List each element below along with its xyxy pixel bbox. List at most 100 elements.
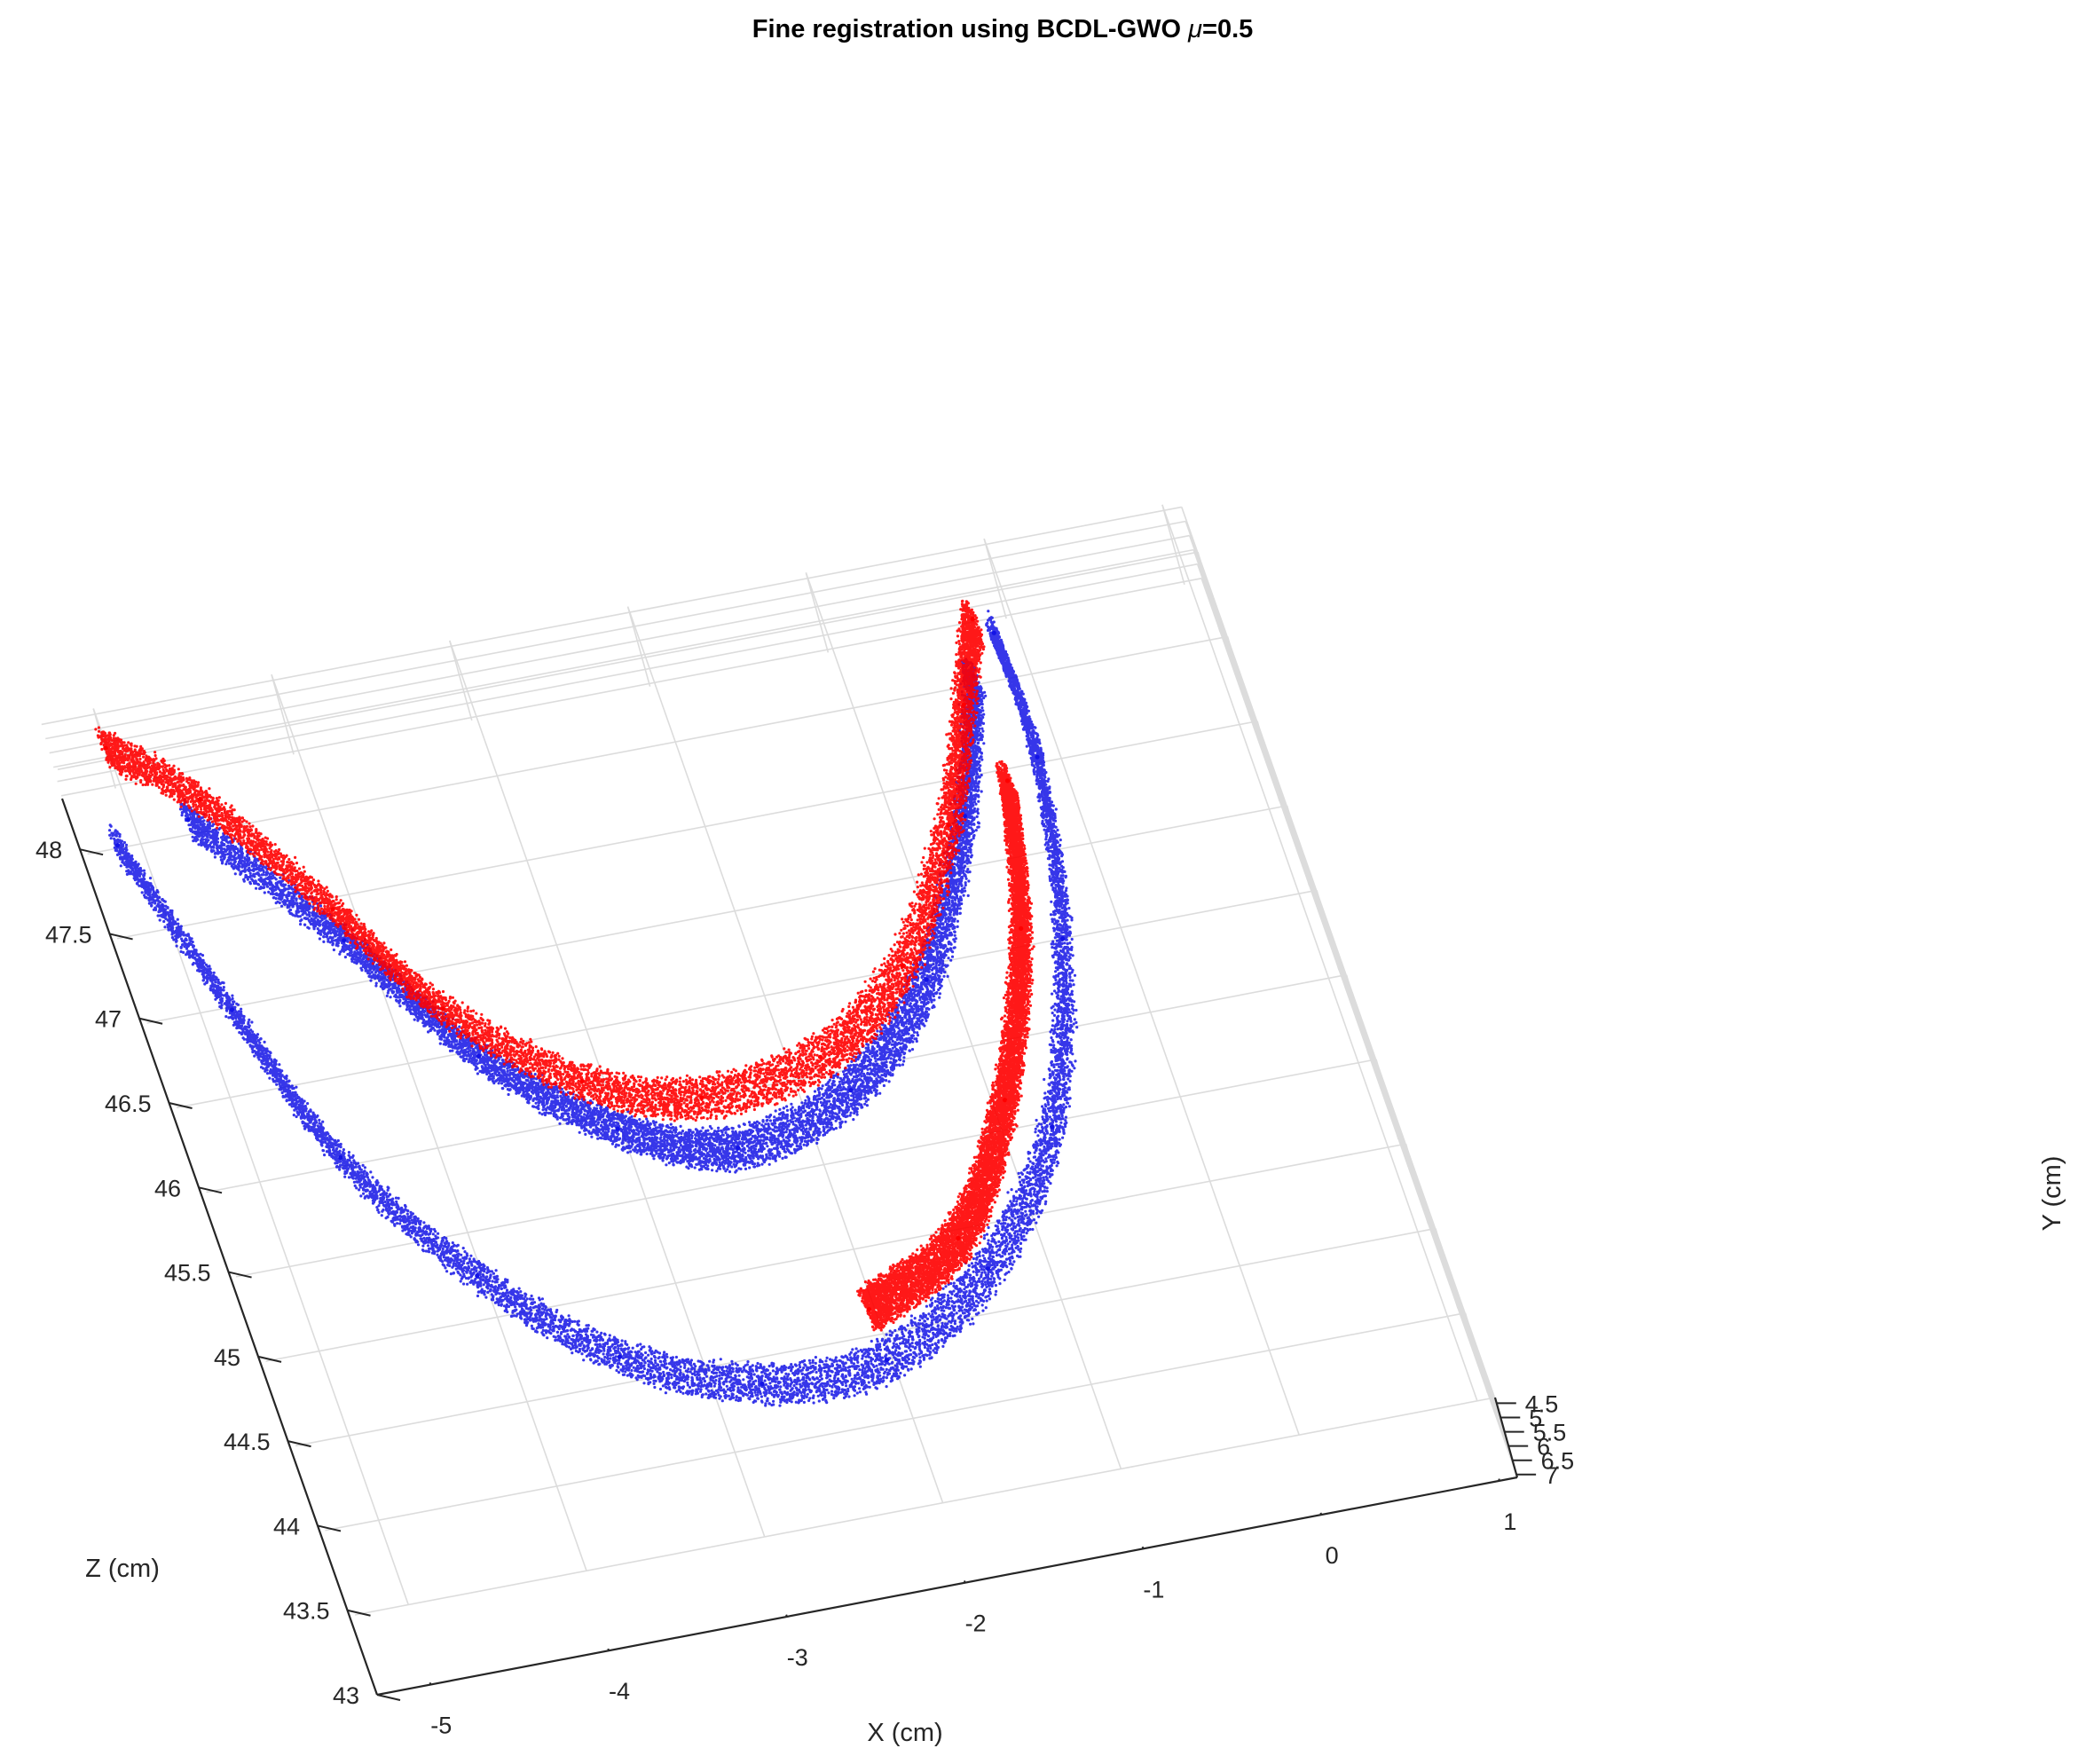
cloud-dot <box>375 1183 379 1186</box>
cloud-dot <box>878 1348 883 1351</box>
cloud-dot <box>421 1244 425 1248</box>
cloud-dot <box>790 1400 793 1404</box>
cloud-dot <box>407 1220 411 1224</box>
cloud-dot <box>461 1269 466 1272</box>
cloud-dot <box>155 895 159 899</box>
cloud-dot <box>363 1179 366 1183</box>
cloud-dot <box>848 1358 853 1362</box>
cloud-dot <box>119 864 122 868</box>
cloud-dot <box>597 1363 601 1366</box>
cloud-dot <box>720 1399 724 1403</box>
cloud-dot <box>885 1376 889 1380</box>
cloud-dot <box>229 998 232 1002</box>
cloud-dot <box>449 1247 453 1250</box>
cloud-dot <box>671 1356 675 1359</box>
cloud-dot <box>649 1368 652 1372</box>
cloud-dot <box>539 1311 544 1315</box>
cloud-dot <box>772 1399 775 1403</box>
cloud-dot <box>134 860 138 863</box>
cloud-dot <box>531 1319 536 1323</box>
cloud-dot <box>629 1355 633 1358</box>
cloud-dot <box>398 1217 402 1221</box>
cloud-dot <box>416 1231 420 1234</box>
cloud-dot <box>121 843 124 847</box>
cloud-dot <box>811 1358 815 1362</box>
cloud-dot <box>648 1359 651 1363</box>
cloud-dot <box>193 956 197 959</box>
cloud-dot <box>807 1366 810 1371</box>
grid-line-z <box>206 973 1347 1193</box>
cloud-dot <box>620 1339 624 1343</box>
cloud-dot <box>407 1229 412 1232</box>
cloud-dot <box>114 830 117 833</box>
cloud-dot <box>539 1323 542 1327</box>
cloud-dot <box>535 1316 539 1319</box>
cloud-dot <box>810 1382 814 1385</box>
cloud-dot <box>870 1339 873 1343</box>
cloud-dot <box>736 1364 739 1367</box>
cloud-dot <box>647 1363 650 1366</box>
cloud-dot <box>770 1403 774 1407</box>
cloud-dot <box>164 917 168 920</box>
cloud-dot <box>883 1359 886 1363</box>
cloud-dot <box>765 1368 768 1372</box>
cloud-dot <box>690 1391 694 1395</box>
cloud-dot <box>555 1330 560 1334</box>
grid-line-z <box>265 1143 1406 1362</box>
cloud-dot <box>495 1291 499 1295</box>
cloud-dot <box>174 931 177 934</box>
cloud-dot <box>391 1197 395 1201</box>
cloud-dot <box>496 1301 500 1304</box>
cloud-dot <box>540 1297 545 1301</box>
cloud-dot <box>163 908 167 911</box>
cloud-dot <box>849 1351 853 1354</box>
cloud-dot <box>573 1319 577 1323</box>
cloud-dot <box>432 1238 436 1241</box>
cloud-dot <box>125 865 129 869</box>
cloud-dot <box>362 1170 366 1174</box>
cloud-dot <box>779 1368 783 1372</box>
cloud-dot <box>792 1393 796 1397</box>
cloud-dot <box>828 1384 831 1388</box>
cloud-dot <box>759 1392 762 1396</box>
cloud-dot <box>347 1151 350 1154</box>
cloud-dot <box>146 881 149 885</box>
cloud-dot <box>437 1232 440 1235</box>
cloud-dot <box>820 1377 824 1381</box>
cloud-dot <box>219 991 223 995</box>
cloud-dot <box>231 994 234 997</box>
grid-line-z <box>57 551 1199 770</box>
cloud-dot <box>240 1007 243 1011</box>
cloud-dot <box>360 1183 364 1186</box>
cloud-dot <box>617 1371 621 1374</box>
cloud-dot <box>312 1125 316 1129</box>
cloud-dot <box>792 1383 796 1388</box>
cloud-dot <box>198 956 201 959</box>
cloud-dot <box>126 854 130 858</box>
cloud-dot <box>335 1165 339 1169</box>
cloud-dot <box>744 1389 748 1392</box>
cloud-dot <box>416 1243 421 1247</box>
cloud-dot <box>316 1114 319 1118</box>
cloud-dot <box>466 1282 469 1286</box>
cloud-dot <box>868 1385 871 1389</box>
cloud-dot <box>589 1352 593 1356</box>
cloud-dot <box>803 1358 807 1363</box>
cloud-dot <box>719 1358 722 1361</box>
cloud-dot <box>579 1343 582 1347</box>
cloud-dot <box>373 1199 376 1202</box>
cloud-dot <box>468 1280 472 1284</box>
cloud-dot <box>880 1360 884 1364</box>
cloud-dot <box>338 1149 342 1153</box>
cloud-dot <box>209 978 213 981</box>
cloud-dot <box>486 1287 490 1290</box>
cloud-dot <box>686 1383 689 1387</box>
cloud-dot <box>734 1374 737 1377</box>
cloud-dot <box>602 1360 606 1364</box>
cloud-dot <box>231 1012 234 1015</box>
cloud-dot <box>150 903 153 907</box>
cloud-dot <box>539 1302 543 1305</box>
cloud-dot <box>695 1390 698 1393</box>
cloud-dot <box>836 1366 839 1370</box>
cloud-dot <box>657 1363 660 1366</box>
